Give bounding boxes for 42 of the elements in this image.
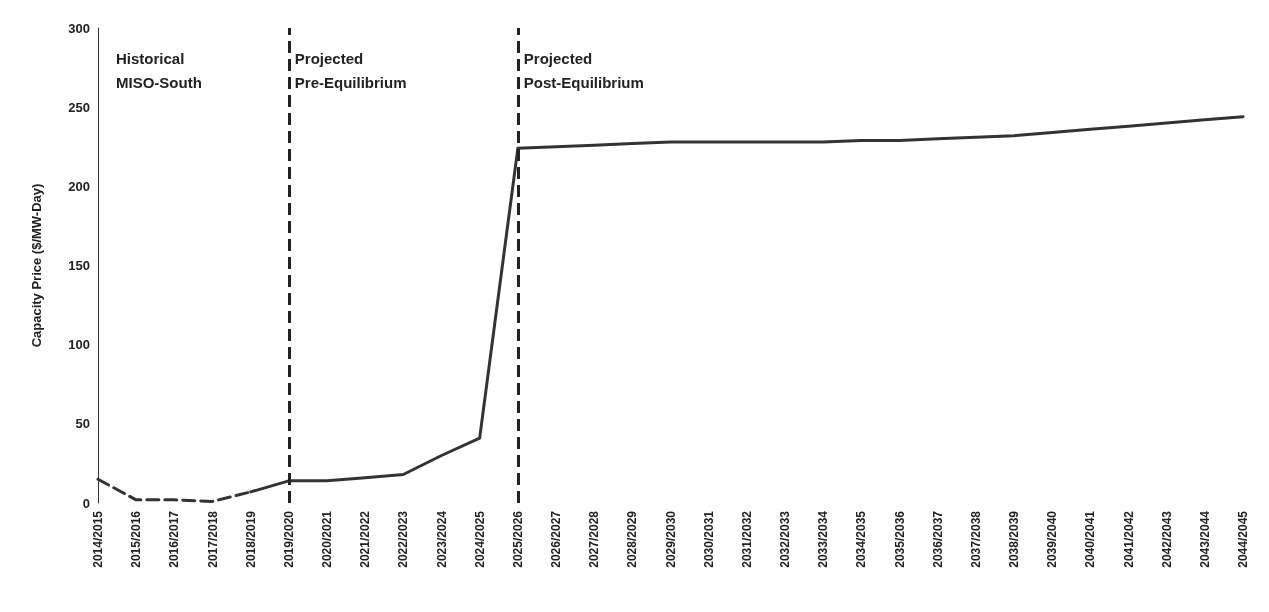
annotation: Projected Post-Equilibrium	[523, 49, 644, 91]
x-tick-label: 2015/2016	[129, 510, 144, 568]
y-tick-label: 300	[68, 20, 90, 36]
x-tick-label: 2024/2025	[472, 510, 487, 568]
y-tick-label: 0	[82, 495, 90, 511]
x-tick-label: 2028/2029	[625, 510, 640, 568]
x-tick-label: 2019/2020	[281, 510, 296, 568]
x-tick-label: 2022/2023	[396, 510, 411, 568]
x-tick-label: 2016/2017	[167, 510, 182, 568]
annotation: Projected Pre-Equilibrium	[294, 49, 407, 91]
x-tick-label: 2035/2036	[892, 510, 907, 568]
x-tick-label: 2029/2030	[663, 510, 678, 568]
y-tick-label: 150	[68, 258, 90, 273]
x-tick-label: 2026/2027	[549, 510, 563, 568]
x-tick-label: 2044/2045	[1236, 510, 1250, 568]
y-axis-title: Capacity Price ($/MW-Day)	[29, 183, 44, 348]
x-tick-label: 2031/2032	[739, 510, 754, 568]
x-tick-label: 2018/2019	[243, 510, 258, 568]
x-tick-label: 2025/2026	[510, 510, 525, 568]
x-tick-label: 2014/2015	[91, 510, 105, 568]
x-tick-label: 2036/2037	[930, 510, 945, 568]
x-tick-label: 2021/2022	[358, 510, 373, 568]
x-tick-label: 2032/2033	[778, 510, 792, 568]
x-tick-label: 2027/2028	[587, 510, 602, 568]
x-tick-label: 2042/2043	[1159, 510, 1174, 568]
x-tick-label: 2040/2041	[1083, 510, 1098, 568]
y-tick-label: 200	[68, 178, 90, 194]
x-tick-label: 2038/2039	[1007, 510, 1021, 568]
y-tick-label: 250	[68, 99, 90, 115]
annotation: Historical MISO-South	[116, 49, 202, 91]
x-tick-label: 2034/2035	[854, 510, 869, 568]
x-tick-label: 2017/2018	[205, 510, 220, 568]
x-tick-label: 2023/2024	[434, 510, 449, 568]
x-tick-label: 2043/2044	[1197, 510, 1212, 568]
x-tick-label: 2030/2031	[701, 510, 716, 568]
x-tick-label: 2041/2042	[1121, 510, 1136, 568]
x-tick-label: 2037/2038	[968, 510, 983, 568]
x-tick-label: 2039/2040	[1045, 510, 1060, 568]
y-tick-label: 50	[75, 416, 90, 432]
x-tick-label: 2033/2034	[816, 510, 831, 568]
x-tick-label: 2020/2021	[320, 510, 334, 568]
y-tick-label: 100	[68, 337, 90, 353]
